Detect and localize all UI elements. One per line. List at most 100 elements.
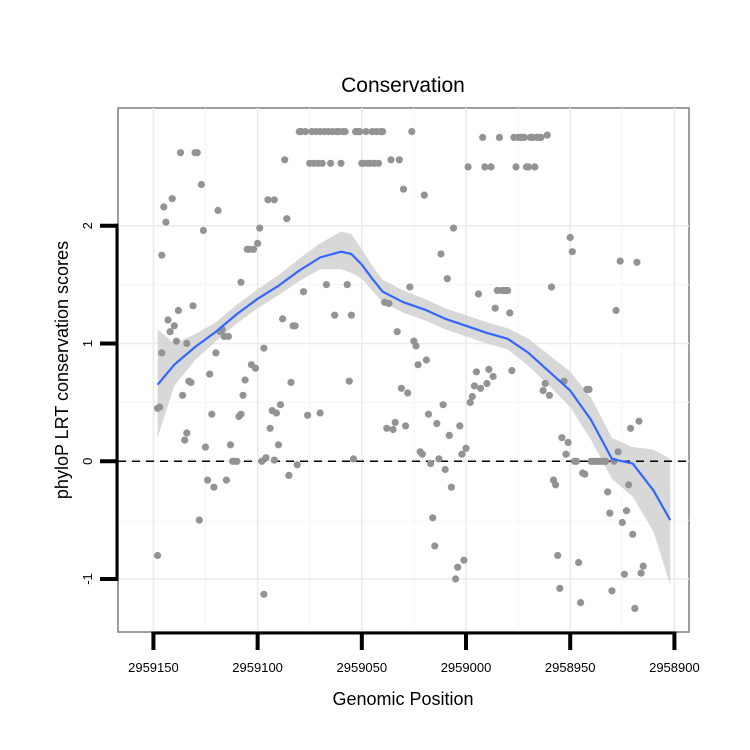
data-point: [256, 224, 264, 232]
data-point: [212, 349, 220, 357]
data-point: [158, 349, 166, 357]
data-point: [281, 156, 289, 164]
data-point: [422, 356, 430, 364]
data-point: [495, 133, 503, 141]
data-point: [254, 239, 262, 247]
data-point: [224, 332, 232, 340]
data-point: [374, 159, 383, 167]
data-point: [195, 516, 203, 524]
plot-panel: [117, 107, 690, 633]
data-point: [568, 248, 576, 256]
data-point: [337, 159, 345, 167]
data-point: [272, 409, 280, 417]
data-point: [564, 438, 572, 446]
data-point: [545, 391, 554, 399]
data-point: [539, 387, 547, 395]
data-point: [424, 410, 433, 418]
data-point: [266, 424, 274, 432]
data-point: [462, 444, 470, 452]
data-point: [581, 470, 589, 478]
data-point: [633, 258, 641, 266]
y-tick-label: 1: [80, 340, 95, 347]
data-point: [562, 450, 570, 458]
data-point: [187, 378, 195, 386]
data-point: [222, 476, 230, 484]
data-points: [154, 128, 647, 613]
data-point: [387, 156, 395, 164]
data-point: [474, 290, 483, 298]
data-point: [331, 311, 339, 319]
data-point: [485, 365, 493, 373]
data-point: [612, 306, 620, 315]
data-point: [393, 328, 401, 336]
y-tick-label: -1: [80, 573, 95, 585]
x-tick-label: 2958950: [545, 660, 596, 675]
data-point: [262, 454, 270, 462]
data-point: [420, 191, 428, 199]
data-point: [233, 457, 241, 465]
data-point: [181, 436, 189, 444]
confidence-band-area: [157, 231, 671, 585]
data-point: [214, 206, 222, 214]
data-point: [197, 180, 205, 189]
data-point: [345, 377, 353, 385]
data-point: [199, 226, 207, 235]
data-point: [554, 551, 562, 560]
data-point: [470, 382, 478, 390]
data-point: [397, 384, 405, 392]
data-point: [270, 456, 278, 464]
data-point: [183, 339, 191, 348]
data-point: [616, 257, 624, 265]
data-point: [226, 441, 235, 449]
data-point: [506, 309, 514, 317]
data-point: [572, 457, 581, 465]
data-point: [585, 385, 593, 393]
data-point: [552, 481, 560, 489]
data-point: [449, 224, 458, 232]
x-tick-label: 2959000: [441, 660, 492, 675]
data-point: [204, 476, 212, 484]
data-point: [154, 551, 162, 560]
data-point: [322, 281, 330, 289]
data-point: [604, 488, 612, 496]
data-point: [445, 431, 453, 439]
data-point: [481, 163, 489, 171]
data-point: [170, 322, 178, 330]
data-point: [464, 163, 472, 171]
data-point: [625, 481, 633, 489]
data-point: [168, 195, 176, 203]
data-point: [164, 316, 172, 324]
data-point: [472, 368, 480, 376]
data-point: [437, 250, 445, 258]
data-point: [279, 315, 287, 323]
data-point: [537, 133, 545, 141]
data-point: [385, 299, 393, 308]
data-point: [443, 275, 451, 283]
data-point: [379, 128, 387, 136]
data-point: [318, 159, 326, 167]
data-point: [395, 156, 403, 164]
y-tick-label: 2: [80, 222, 95, 229]
data-point: [206, 370, 214, 378]
data-point: [287, 378, 295, 386]
data-point: [456, 422, 464, 430]
data-point: [237, 278, 245, 286]
data-point: [477, 384, 485, 392]
chart-title: Conservation: [341, 74, 465, 97]
data-point: [302, 128, 310, 136]
y-tick-label: 0: [80, 458, 95, 465]
data-point: [283, 215, 291, 223]
data-point: [639, 562, 647, 570]
data-point: [172, 337, 180, 345]
x-tick-label: 2959150: [128, 660, 179, 675]
data-point: [439, 401, 447, 409]
smooth-line: [156, 250, 672, 521]
data-point: [389, 425, 397, 434]
data-point: [577, 599, 585, 607]
data-point: [566, 233, 574, 242]
data-point: [431, 542, 439, 550]
data-point: [631, 604, 639, 613]
data-point: [635, 417, 643, 425]
data-point: [418, 450, 426, 458]
